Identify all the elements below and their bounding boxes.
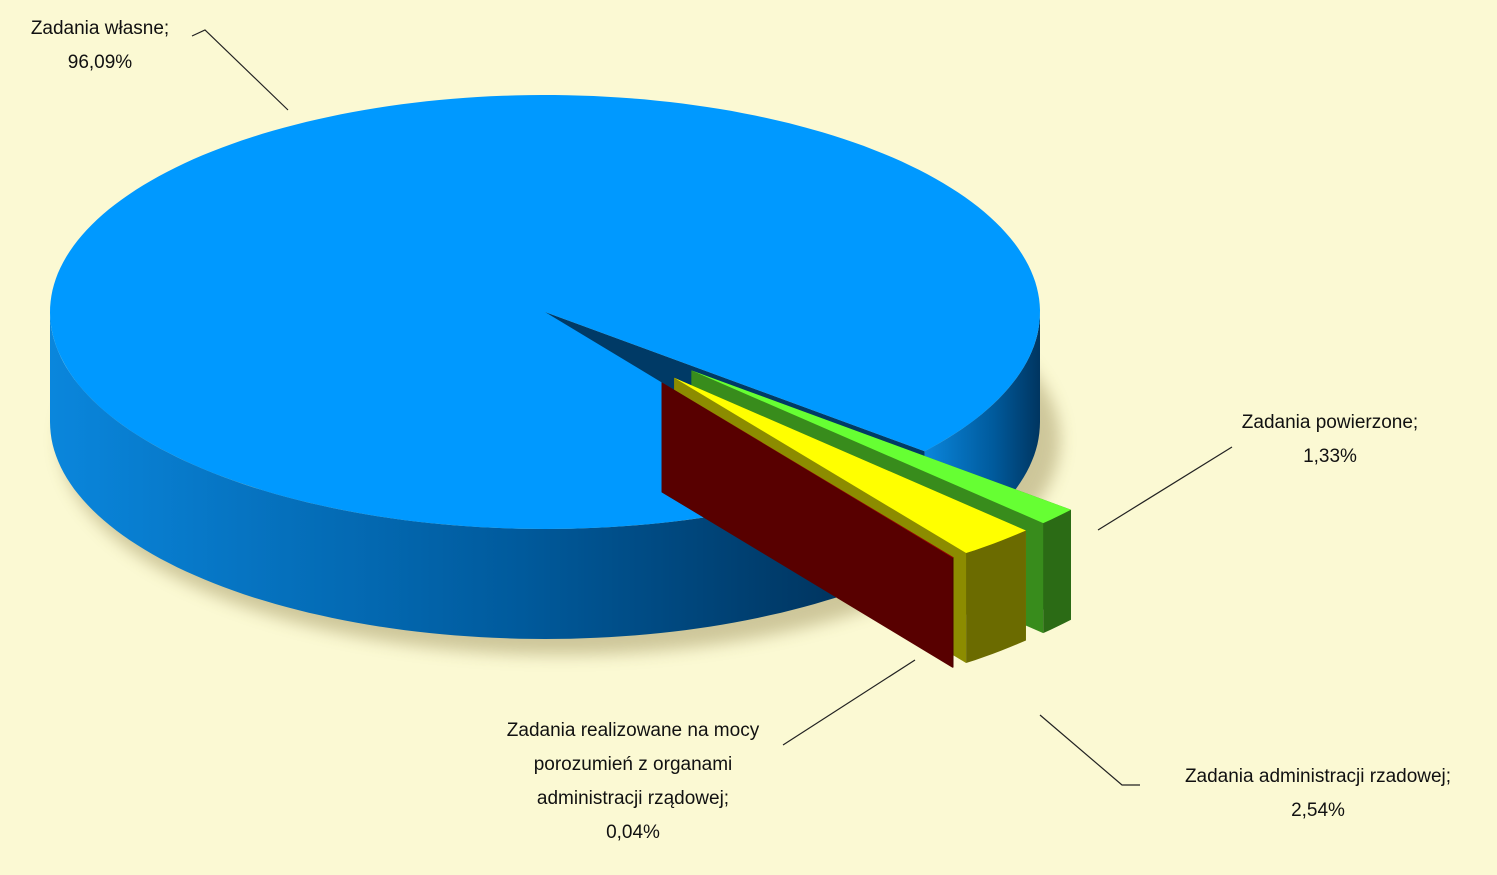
slice-side (1043, 509, 1071, 634)
slice-side (952, 557, 954, 668)
slice (691, 370, 1071, 524)
label-name: Zadania realizowane na mocy porozumień z… (506, 720, 760, 809)
data-label: Zadania realizowane na mocy porozumień z… (498, 714, 768, 850)
label-value: 0,04% (606, 822, 660, 843)
leader-lines (191, 29, 1233, 786)
leader-line (1039, 714, 1140, 786)
pie (50, 95, 1071, 668)
label-value: 2,54% (1291, 800, 1345, 821)
slice-side (966, 530, 1026, 663)
label-name: Zadania własne; (30, 18, 170, 39)
data-label: Zadania własne; 96,09% (0, 12, 230, 80)
slice-wall (661, 382, 953, 668)
data-label: Zadania powierzone; 1,33% (1180, 406, 1480, 474)
slice (674, 377, 1026, 553)
leader-line (1097, 446, 1233, 531)
label-name: Zadania powierzone; (1241, 412, 1419, 433)
label-value: 1,33% (1303, 446, 1357, 467)
leader-line (782, 659, 916, 746)
label-value: 96,09% (67, 52, 133, 73)
slice (661, 382, 954, 558)
slice (50, 95, 1040, 529)
leader-line (191, 29, 289, 111)
data-label: Zadania administracji rzadowej; 2,54% (1128, 760, 1497, 828)
label-name: Zadania administracji rzadowej; (1184, 766, 1452, 787)
slice-side (50, 312, 836, 639)
